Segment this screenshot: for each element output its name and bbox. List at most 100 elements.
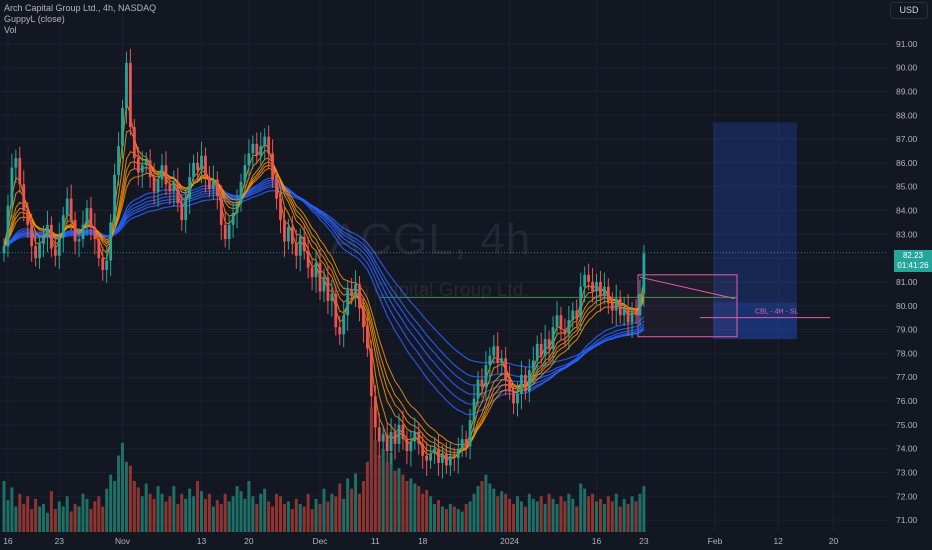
volume-bar — [543, 503, 547, 532]
price-tick: 85.00 — [896, 182, 918, 192]
volume-bar — [207, 493, 211, 532]
volume-bar — [286, 501, 290, 532]
price-tick: 77.00 — [896, 372, 918, 382]
indicator-guppy-label[interactable]: GuppyL (close) — [4, 14, 65, 24]
volume-bar — [504, 493, 508, 532]
sl-label: CBL - 4H - SL — [755, 309, 798, 316]
volume-bar — [547, 493, 551, 532]
candle-body — [50, 224, 53, 249]
volume-bar — [614, 493, 618, 532]
candle-body — [57, 236, 61, 256]
volume-bar — [121, 442, 124, 532]
candle-body — [441, 453, 444, 463]
volume-bar — [519, 501, 523, 532]
candle-body — [354, 284, 357, 297]
volume-bar — [132, 480, 136, 532]
candle-body — [342, 315, 346, 335]
candle-body — [247, 153, 251, 166]
volume-bar — [334, 496, 338, 532]
candle-body — [492, 346, 496, 356]
candle-body — [93, 227, 97, 240]
price-tick: 72.00 — [896, 491, 918, 501]
volume-bar — [318, 503, 322, 532]
volume-bar — [567, 493, 571, 532]
volume-bar — [575, 506, 579, 532]
bar-countdown: 01:41:26 — [897, 261, 929, 270]
volume-bar — [448, 503, 452, 532]
candle-body — [184, 198, 188, 221]
volume-bar — [81, 493, 85, 532]
indicator-vol-label[interactable]: Vol — [4, 25, 17, 35]
price-tick: 89.00 — [896, 86, 918, 96]
candle-body — [559, 315, 563, 330]
candle-body — [204, 155, 207, 178]
candle-body — [65, 198, 69, 216]
candle-body — [381, 434, 385, 442]
candle-body — [259, 146, 263, 156]
candle-body — [121, 108, 124, 147]
volume-bar — [638, 493, 642, 532]
candle-body — [46, 224, 49, 237]
time-tick: 20 — [829, 536, 839, 546]
candle-body — [113, 174, 116, 223]
price-tick: 75.00 — [896, 420, 918, 430]
candle-body — [14, 158, 18, 168]
candle-body — [622, 308, 626, 316]
candle-body — [211, 179, 215, 190]
candle-body — [571, 310, 575, 321]
price-tick: 83.00 — [896, 229, 918, 239]
volume-bar — [437, 500, 440, 532]
time-tick: 20 — [244, 536, 254, 546]
volume-bar — [393, 470, 397, 532]
candle-body — [409, 441, 413, 452]
volume-bar — [97, 496, 101, 532]
currency-button[interactable]: USD — [890, 2, 928, 19]
candle-body — [369, 348, 373, 397]
candle-body — [634, 310, 638, 316]
candle-body — [413, 431, 417, 442]
volume-bar — [136, 487, 140, 532]
volume-bar — [196, 480, 200, 532]
time-tick: 23 — [639, 536, 649, 546]
volume-bar — [176, 503, 180, 532]
candle-body — [358, 284, 361, 309]
volume-bar — [113, 480, 117, 532]
candle-body — [539, 343, 543, 356]
volume-bar — [93, 501, 97, 532]
candle-body — [239, 181, 243, 204]
stop-zone — [713, 302, 797, 340]
volume-bar — [598, 498, 602, 532]
candle-body — [255, 143, 259, 156]
volume-bar — [591, 493, 595, 532]
volume-bar — [523, 506, 527, 532]
volume-bar — [440, 506, 444, 532]
candle-body — [425, 455, 429, 461]
volume-bar — [464, 503, 468, 532]
symbol-label[interactable]: Arch Capital Group Ltd., 4h, NASDAQ — [4, 3, 157, 13]
volume-bar — [14, 506, 18, 532]
candle-body — [318, 262, 322, 292]
candle-body — [350, 289, 353, 297]
candle-body — [172, 181, 176, 192]
candle-body — [500, 358, 504, 363]
candle-body — [488, 355, 492, 366]
candle-body — [626, 308, 630, 323]
candle-body — [433, 448, 436, 454]
volume-bar — [18, 493, 22, 532]
candle-body — [385, 434, 389, 452]
volume-bar — [579, 483, 583, 532]
candle-body — [326, 277, 330, 302]
volume-bar — [85, 498, 89, 532]
candle-body — [373, 396, 377, 428]
time-tick: 12 — [773, 536, 783, 546]
candle-body — [417, 431, 421, 444]
volume-bar — [342, 498, 346, 532]
candle-body — [188, 177, 192, 199]
chart-grid — [0, 0, 888, 532]
volume-bar — [314, 498, 318, 532]
time-tick: 18 — [418, 536, 428, 546]
volume-bar — [535, 501, 539, 532]
candle-body — [42, 236, 45, 244]
volume-bar — [476, 486, 480, 532]
